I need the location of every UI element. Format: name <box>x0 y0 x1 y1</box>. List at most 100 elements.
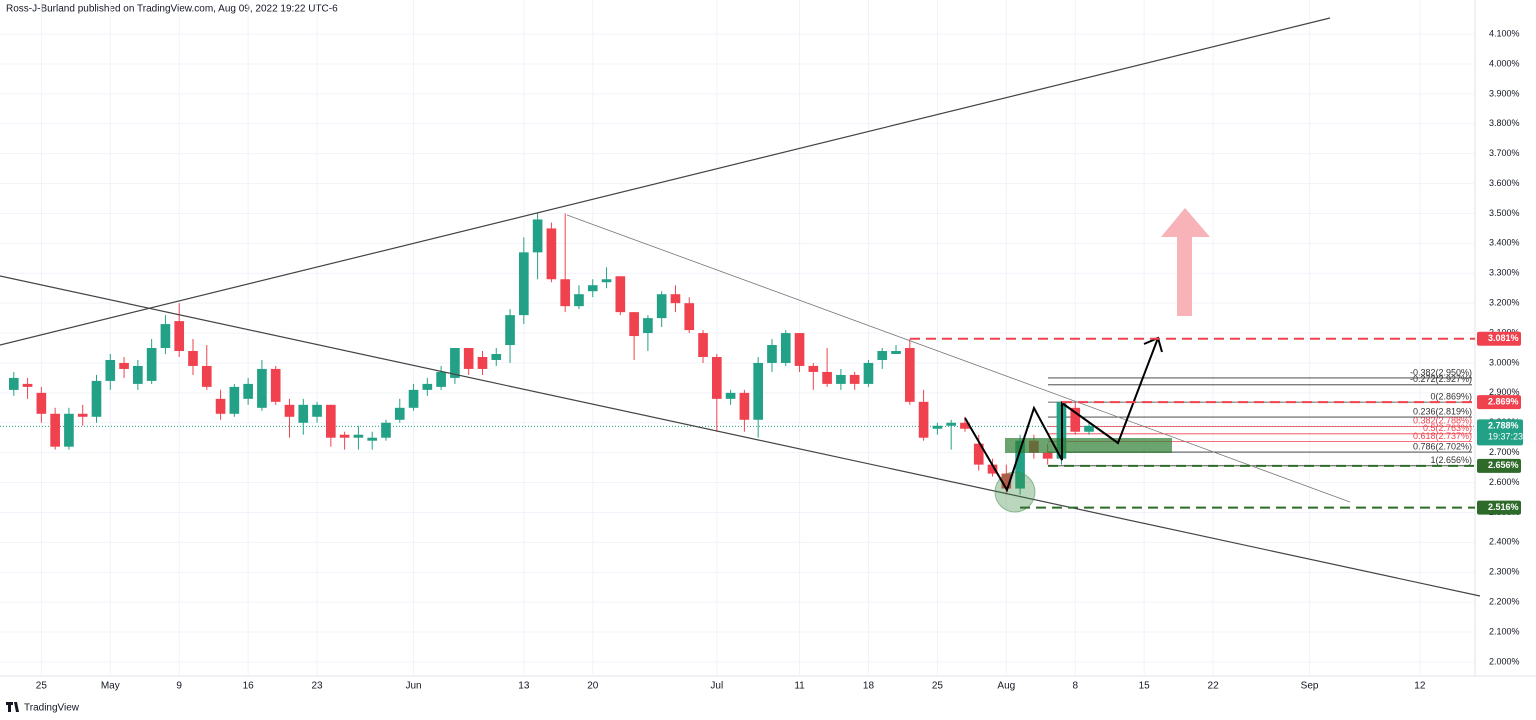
candle-body <box>670 294 681 304</box>
y-tick-label: 4.000% <box>1489 58 1520 68</box>
y-tick-label: 4.100% <box>1489 28 1520 38</box>
candle-body <box>133 365 143 384</box>
candle-body <box>863 362 874 384</box>
candle-body <box>643 318 653 334</box>
candle-body <box>436 371 446 387</box>
candle-body <box>532 219 543 253</box>
candle-body <box>808 365 819 372</box>
candle-body <box>1042 452 1053 459</box>
candle-body <box>684 303 695 331</box>
candle-body <box>574 294 584 307</box>
fib-label: 0.5(2.763%) <box>1423 423 1472 433</box>
countdown-label: 19:37:23 <box>1488 432 1523 442</box>
price-tag <box>1477 458 1521 473</box>
candle-body <box>257 368 267 408</box>
y-tick-label: 2.200% <box>1489 597 1520 607</box>
candle-body <box>1084 425 1094 432</box>
y-tick-label: 2.400% <box>1489 537 1520 547</box>
candle-body <box>904 348 915 402</box>
y-tick-label: 2.300% <box>1489 567 1520 577</box>
candle-body <box>339 434 350 438</box>
candle-body <box>711 356 722 399</box>
low-circle <box>994 471 1036 513</box>
candle-body <box>794 333 805 366</box>
fib-label: 0(2.869%) <box>1430 392 1472 402</box>
candle-body <box>960 422 970 429</box>
x-tick-label: 25 <box>36 681 48 692</box>
candle-body <box>767 345 777 363</box>
candle-body <box>891 351 901 354</box>
candle-body <box>601 279 612 283</box>
x-tick-label: 12 <box>1414 681 1426 692</box>
candle-body <box>64 413 74 447</box>
candle-body <box>36 392 47 414</box>
x-tick-label: Sep <box>1301 681 1319 692</box>
candle-body <box>725 392 736 399</box>
candle-body <box>77 413 88 417</box>
x-tick-label: 15 <box>1139 681 1151 692</box>
x-tick-label: May <box>101 681 120 692</box>
candle-body <box>353 434 364 438</box>
y-tick-label: 2.900% <box>1489 387 1520 397</box>
x-tick-label: 9 <box>176 681 182 692</box>
x-tick-label: 8 <box>1072 681 1078 692</box>
y-tick-label: 2.700% <box>1489 447 1520 457</box>
candle-body <box>519 252 529 316</box>
footer: TradingView <box>6 702 80 714</box>
candle-body <box>587 285 598 292</box>
candle-body <box>160 324 171 349</box>
price-tag-label: 2.656% <box>1488 460 1519 470</box>
candle-body <box>477 356 488 369</box>
candle-body <box>50 413 60 447</box>
price-tag <box>1477 331 1521 346</box>
down-trendline <box>566 214 1351 503</box>
candle-body <box>780 333 791 363</box>
candle-body <box>215 398 226 414</box>
candle-body <box>946 422 956 426</box>
y-tick-label: 3.400% <box>1489 238 1520 248</box>
price-tag-label: 3.081% <box>1488 333 1519 343</box>
x-tick-label: Aug <box>997 681 1015 692</box>
candle-body <box>450 348 460 378</box>
candle-body <box>1015 440 1025 489</box>
drawings <box>0 17 1481 597</box>
candle-body <box>229 386 240 414</box>
candle-body <box>91 380 102 417</box>
y-tick-label: 3.000% <box>1489 357 1520 367</box>
candle-body <box>146 348 157 381</box>
y-tick-label: 3.900% <box>1489 88 1520 98</box>
fib-label: 0.382(2.788%) <box>1413 416 1472 426</box>
candle-body <box>973 443 984 465</box>
fib-label: 0.786(2.702%) <box>1413 441 1472 451</box>
candle-body <box>243 383 253 399</box>
x-tick-label: 18 <box>863 681 875 692</box>
candle-body <box>546 228 557 280</box>
candle-body <box>298 404 309 423</box>
candle-body <box>836 374 846 384</box>
candle-body <box>270 368 281 402</box>
x-tick-label: 16 <box>243 681 255 692</box>
publisher-header: Ross-J-Burland published on TradingView.… <box>6 4 338 15</box>
candle-body <box>381 422 391 438</box>
price-tag <box>1477 395 1521 410</box>
candle-body <box>1001 473 1012 489</box>
candle-body <box>312 404 322 417</box>
candle-body <box>877 351 888 360</box>
candle-body <box>753 362 764 420</box>
candle-body <box>656 294 667 319</box>
x-tick-label: 13 <box>518 681 530 692</box>
candle-body <box>822 371 832 384</box>
candle-body <box>698 333 708 357</box>
candle-body <box>105 359 116 381</box>
up-arrow-head <box>1161 208 1210 237</box>
candle-body <box>932 425 943 429</box>
y-tick-label: 3.200% <box>1489 298 1520 308</box>
fib-label: 0.236(2.819%) <box>1413 406 1472 416</box>
y-tick-label: 2.000% <box>1489 656 1520 666</box>
y-tick-label: 3.800% <box>1489 118 1520 128</box>
y-tick-label: 3.600% <box>1489 178 1520 188</box>
price-tag-label: 2.516% <box>1488 502 1519 512</box>
price-tag <box>1477 500 1521 515</box>
candle-body <box>119 362 129 369</box>
y-tick-label: 3.500% <box>1489 208 1520 218</box>
